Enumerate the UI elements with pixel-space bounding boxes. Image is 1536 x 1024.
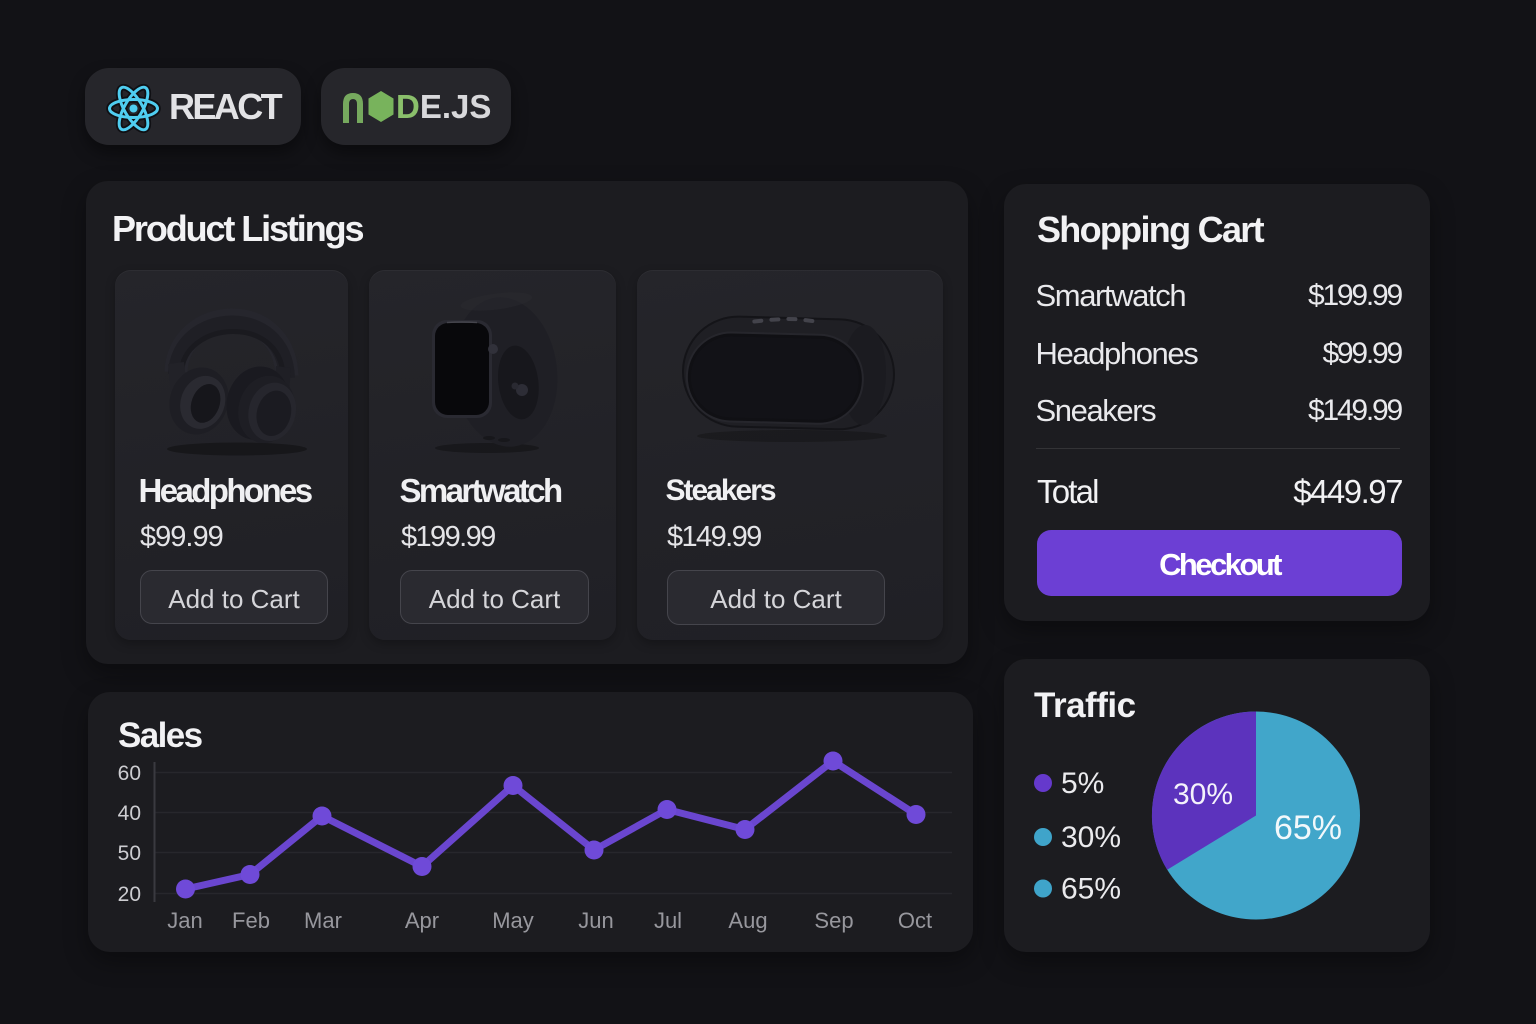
svg-text:Sep: Sep [814,908,853,933]
svg-text:May: May [492,908,534,933]
svg-text:65%: 65% [1274,809,1342,847]
svg-text:Feb: Feb [232,908,270,933]
svg-text:Apr: Apr [405,908,439,933]
svg-text:Jun: Jun [578,908,613,933]
svg-text:Jan: Jan [167,908,202,933]
svg-text:50: 50 [118,842,141,865]
svg-text:60: 60 [118,762,141,785]
svg-text:Aug: Aug [728,908,767,933]
svg-text:20: 20 [118,883,141,906]
svg-text:Oct: Oct [898,908,932,933]
svg-text:Mar: Mar [304,908,342,933]
svg-text:30%: 30% [1173,778,1233,811]
svg-text:5%: 5% [1061,767,1104,800]
svg-text:40: 40 [118,802,141,825]
svg-text:30%: 30% [1061,821,1121,854]
svg-text:65%: 65% [1061,873,1121,906]
svg-text:Jul: Jul [654,908,682,933]
